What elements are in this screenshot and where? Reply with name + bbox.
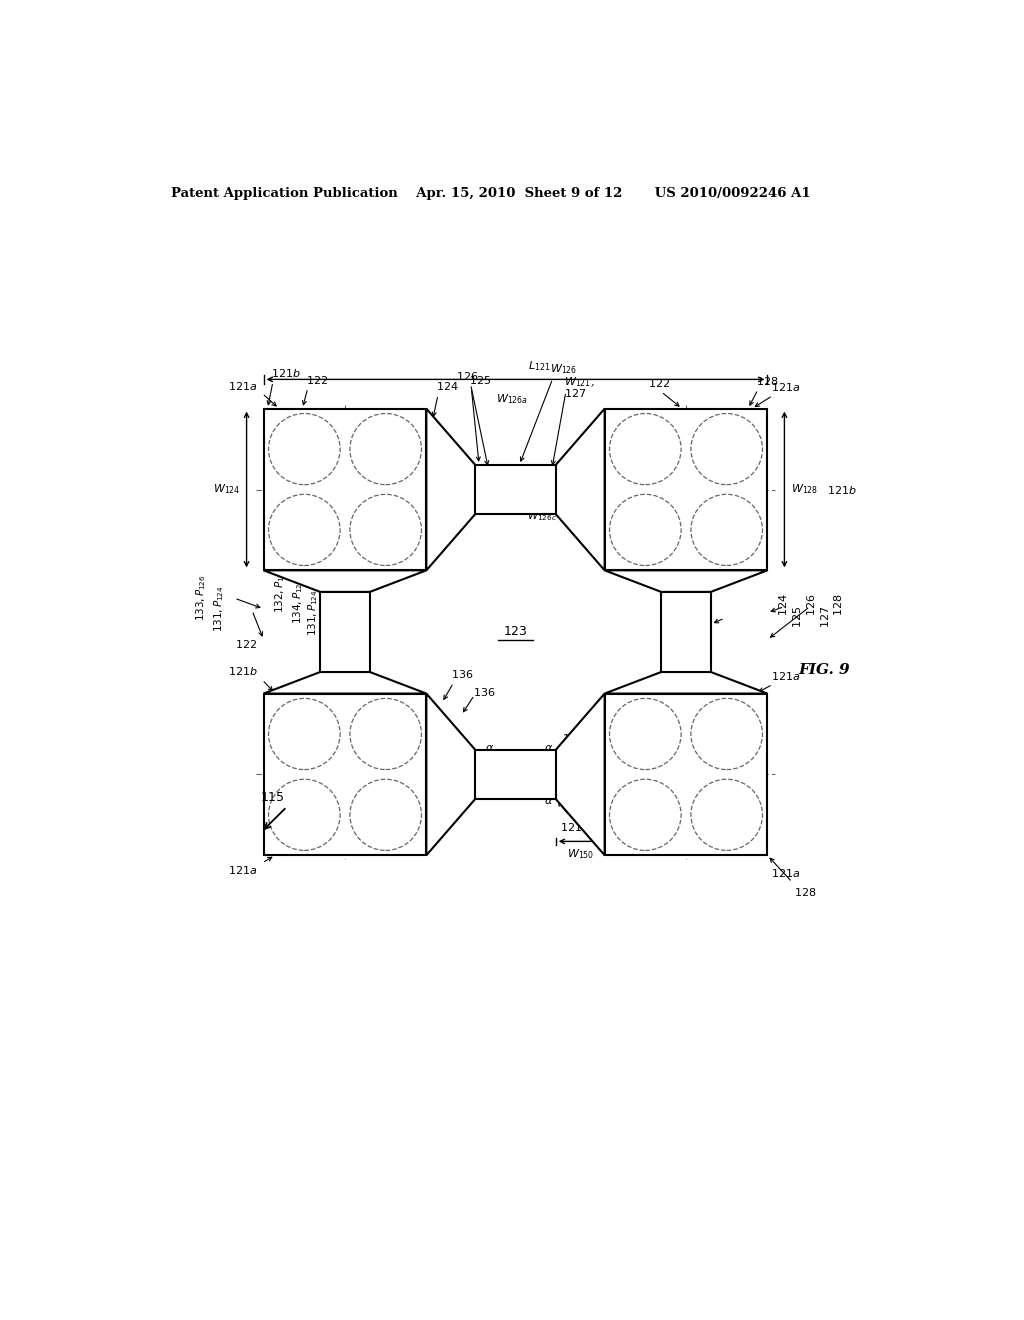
- Text: $\alpha$: $\alpha$: [544, 796, 553, 807]
- Text: $127$: $127$: [579, 723, 601, 737]
- Text: $133, P_{126}$: $133, P_{126}$: [194, 574, 208, 620]
- Text: $124$: $124$: [776, 594, 788, 616]
- Bar: [263, 693, 426, 855]
- Text: $\alpha$: $\alpha$: [544, 743, 553, 752]
- Text: $132, P_{125}$: $132, P_{125}$: [273, 566, 287, 612]
- Text: $136$: $136$: [431, 810, 454, 822]
- Bar: [475, 750, 556, 799]
- Polygon shape: [604, 672, 767, 693]
- Text: $136$: $136$: [473, 686, 496, 698]
- Bar: [604, 409, 767, 570]
- Bar: [604, 693, 767, 855]
- Text: $126$: $126$: [457, 370, 478, 381]
- Text: $121b$: $121b$: [271, 367, 301, 379]
- Text: $125$: $125$: [791, 606, 803, 627]
- Polygon shape: [263, 570, 426, 591]
- Polygon shape: [556, 409, 604, 570]
- Text: $136$: $136$: [452, 668, 474, 680]
- Text: Patent Application Publication    Apr. 15, 2010  Sheet 9 of 12       US 2010/009: Patent Application Publication Apr. 15, …: [171, 186, 810, 199]
- Text: $121a$: $121a$: [771, 671, 801, 682]
- Text: $128$: $128$: [756, 375, 778, 387]
- Text: $125$: $125$: [469, 374, 492, 385]
- Text: $\alpha$: $\alpha$: [484, 743, 494, 752]
- Text: $L_{121}$: $L_{121}$: [527, 359, 550, 374]
- Text: $W_{126b}$: $W_{126b}$: [424, 483, 455, 496]
- Bar: [321, 591, 370, 672]
- Polygon shape: [426, 409, 475, 570]
- Polygon shape: [426, 693, 475, 855]
- Text: $W_{121}$,: $W_{121}$,: [563, 376, 595, 389]
- Text: $136$: $136$: [562, 731, 585, 743]
- Text: $121a$: $121a$: [228, 865, 257, 876]
- Bar: [662, 591, 711, 672]
- Text: $121a$: $121a$: [228, 380, 257, 392]
- Polygon shape: [556, 693, 604, 855]
- Polygon shape: [263, 672, 426, 693]
- Text: $W_{126}$: $W_{126}$: [550, 363, 578, 376]
- Polygon shape: [604, 570, 767, 591]
- Text: $W_{150}$: $W_{150}$: [566, 847, 594, 862]
- Text: $124$: $124$: [435, 380, 459, 392]
- Text: $131, P_{124}$: $131, P_{124}$: [306, 589, 321, 636]
- Bar: [263, 409, 426, 570]
- Text: $121a$: $121a$: [771, 381, 801, 393]
- Text: $122$: $122$: [306, 374, 329, 385]
- Text: $127$: $127$: [818, 606, 830, 628]
- Text: $W_{126c}$: $W_{126c}$: [527, 508, 557, 523]
- Text: $127$: $127$: [563, 387, 586, 400]
- Text: $123$: $123$: [503, 626, 528, 639]
- Text: FIG. 9: FIG. 9: [799, 664, 850, 677]
- Text: $126$: $126$: [805, 594, 816, 616]
- Text: $128$: $128$: [833, 594, 845, 616]
- Text: $131, P_{124}$: $131, P_{124}$: [213, 586, 226, 632]
- Text: $121a$: $121a$: [771, 867, 801, 879]
- Text: $121b$: $121b$: [227, 664, 257, 677]
- Text: $122$: $122$: [648, 378, 670, 389]
- Text: $121b$: $121b$: [560, 821, 590, 833]
- Bar: [475, 465, 556, 515]
- Text: $W_{124}$: $W_{124}$: [213, 483, 241, 496]
- Text: $121b$: $121b$: [827, 483, 857, 495]
- Text: $134, P_{127}$: $134, P_{127}$: [291, 578, 304, 624]
- Text: $W_{128}$: $W_{128}$: [791, 483, 818, 496]
- Text: $128$: $128$: [795, 886, 817, 898]
- Text: $121$: $121$: [501, 779, 522, 791]
- Text: $122$: $122$: [236, 638, 257, 649]
- Text: $W_{126a}$: $W_{126a}$: [496, 392, 528, 407]
- Text: $115$: $115$: [260, 791, 285, 804]
